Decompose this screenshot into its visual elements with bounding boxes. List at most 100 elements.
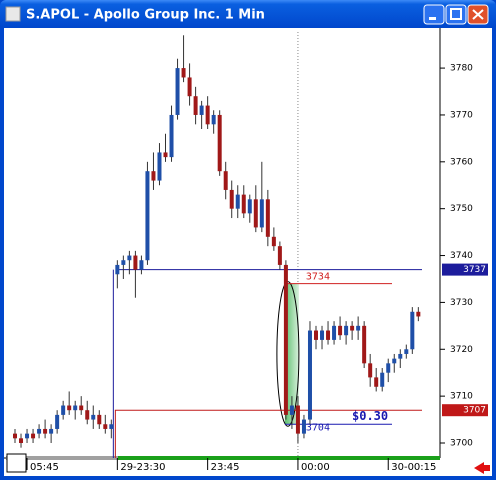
window-icon [5, 6, 21, 22]
candle-body [320, 330, 325, 340]
chart-area [4, 28, 492, 476]
annotation-label: 3734 [306, 272, 330, 283]
candle-body [103, 424, 108, 429]
y-tick-label: 3770 [450, 110, 473, 120]
candle-body [265, 199, 270, 237]
candle-body [157, 152, 162, 181]
candle-body [235, 194, 240, 209]
candle-body [25, 433, 30, 439]
candle-body [115, 264, 120, 275]
candle-body [374, 377, 379, 387]
corner-box[interactable] [6, 453, 27, 473]
plot: 3700 3710 3720 3730 3740 3750 3760 3770 3780 05:4… [13, 32, 488, 473]
y-tick-label: 3750 [450, 204, 473, 214]
candle-body [127, 255, 132, 261]
y-tick-label: 3700 [450, 439, 473, 449]
candle-body [416, 311, 421, 317]
y-tick-label: 3760 [450, 157, 473, 167]
candle-body [175, 68, 180, 115]
candle-body [217, 114, 222, 172]
candle-body [247, 199, 252, 214]
candle-body [350, 325, 355, 331]
candle-body [19, 438, 24, 444]
y-tick-label: 3740 [450, 251, 473, 261]
candle-body [362, 325, 367, 364]
candle-body [121, 260, 126, 265]
candle-body [55, 414, 60, 429]
price-tag-label: 3737 [463, 265, 486, 275]
candle-body [326, 330, 331, 340]
candle-body [392, 358, 397, 364]
candle-body [398, 353, 403, 359]
candle-body [229, 189, 234, 209]
candle-body [97, 414, 102, 425]
price-tag [442, 263, 488, 276]
candle-body [199, 105, 204, 115]
candle-body [163, 152, 168, 158]
candle-body [314, 330, 318, 340]
candle-body [253, 199, 258, 228]
price-tag-label: 3707 [463, 406, 486, 416]
candle-body [145, 171, 150, 261]
title-bar [0, 0, 496, 28]
x-tick-label: 29-23:30 [120, 462, 165, 473]
candle-body [91, 414, 96, 420]
candle-body [67, 405, 72, 411]
candle-body [37, 428, 42, 434]
candle-body [211, 114, 216, 125]
candle-body [133, 255, 138, 270]
candle-body [85, 410, 90, 420]
window-title: S.APOL - Apollo Group Inc. 1 Min [26, 8, 265, 23]
price-tag [442, 404, 488, 417]
candle-body [344, 325, 349, 336]
candle-body [205, 105, 210, 125]
candle-body [271, 236, 276, 247]
y-tick-label: 3720 [450, 345, 473, 355]
candle-body [193, 96, 198, 115]
candle-body [259, 199, 264, 228]
candle-body [380, 372, 385, 387]
candle-body [73, 405, 78, 411]
change-label: $0.30 [352, 409, 388, 423]
x-tick-label: 23:45 [211, 462, 240, 473]
maximize-button[interactable] [445, 4, 467, 25]
candle-body [139, 260, 144, 270]
candle-body [43, 428, 48, 434]
level-line [114, 409, 422, 458]
y-tick-label: 3730 [450, 298, 473, 308]
highlight-zone [284, 283, 299, 425]
candle-body [79, 405, 84, 411]
minimize-button[interactable] [423, 4, 445, 25]
scroll-arrow[interactable] [474, 462, 490, 474]
x-tick-label: 05:45 [30, 462, 59, 473]
candle-body [223, 171, 228, 190]
candle-body [301, 419, 306, 434]
candle-body [181, 68, 186, 78]
session-bar [6, 456, 118, 460]
y-tick-label: 3710 [450, 392, 473, 402]
candle-body [49, 428, 54, 434]
close-button[interactable] [467, 4, 489, 25]
candle-body [368, 363, 373, 378]
candle-body [31, 433, 36, 439]
candle-body [283, 264, 288, 415]
candle-body [169, 114, 174, 158]
candle-body [386, 363, 391, 373]
candle-body [241, 194, 246, 214]
candle-body [151, 171, 156, 181]
x-tick-label: 30-00:15 [391, 462, 436, 473]
candle-body [338, 325, 343, 336]
candle-body [410, 311, 415, 350]
y-tick-label: 3780 [450, 64, 473, 74]
candle-body [307, 330, 312, 420]
annotation-label: 3704 [306, 422, 330, 433]
candle-body [289, 405, 294, 415]
candle-body [61, 405, 66, 415]
session-bar [118, 456, 440, 460]
candle-body [332, 325, 337, 340]
candle-body [277, 246, 282, 265]
candle-body [404, 349, 409, 354]
x-tick-label: 00:00 [301, 462, 330, 473]
candle-body [13, 433, 17, 439]
